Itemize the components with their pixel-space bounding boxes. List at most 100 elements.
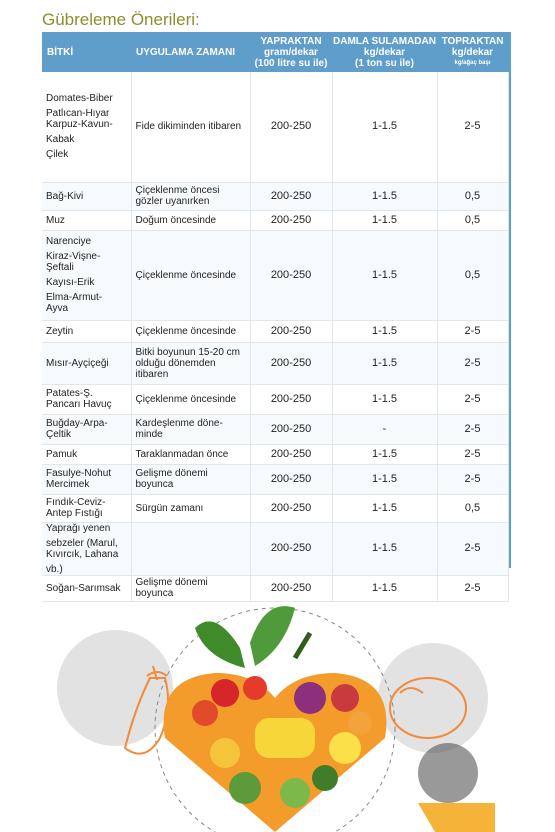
table-row: Soğan-Sarımsak Gelişme dönemi boyunca 200-2… [42,575,509,602]
soil-dose-cell: 2-5 [437,384,509,415]
vegetable-illustration [57,606,495,832]
header-soil-title: TOPRAKTAN [441,35,504,47]
foliar-dose-cell: 200-250 [250,230,333,321]
page-title: Gübreleme Önerileri: [42,10,200,29]
drip-dose-cell: 1-1.5 [332,182,438,211]
foliar-dose-cell: 200-250 [250,342,333,385]
drip-dose-cell: 1-1.5 [332,384,438,415]
crop-cell: Fasulye-Nohut Mercimek [42,464,132,495]
vegetable-heart-icon [163,606,387,832]
soil-dose-cell: 2-5 [437,464,509,495]
table-row: Fındık-Ceviz- Antep Fıstığı Sürgün zamanı 2… [42,494,509,523]
foliar-dose-cell: 200-250 [250,182,333,211]
crop-line: Soğan-Sarımsak [46,582,121,594]
crop-cell: Narenciye Kiraz-Vişne- Şeftali Kayısı-Erik E… [42,230,132,321]
table-row: Zeytin Çiçeklenme öncesinde 200-250 1-1.5 2-… [42,320,509,343]
dashed-ring [154,607,396,832]
crop-cell: Fındık-Ceviz- Antep Fıstığı [42,494,132,523]
orange-icon [389,677,467,739]
drip-dose-cell: 1-1.5 [332,320,438,343]
crop-line: Bağ-Kivi [46,190,84,202]
drip-dose-cell: 1-1.5 [332,342,438,385]
drip-dose-cell: 1-1.5 [332,494,438,523]
soil-dose-cell: 0,5 [437,182,509,211]
table-row: Buğday-Arpa- Çeltik Kardeşlenme döne-minde… [42,414,509,445]
header-drip-title: DAMLA SULAMADAN [333,35,436,47]
header-foliar-title: YAPRAKTAN [260,35,322,47]
soil-dose-cell: 2-5 [437,320,509,343]
header-soil: TOPRAKTAN kg/dekar kg/ağaç başı [437,32,508,72]
crop-line: Kabak [46,134,75,146]
crop-line: Karpuz-Kavun- [46,119,113,131]
foliar-dose-cell: 200-250 [250,494,333,523]
application-time-line: Fide dikiminden itibaren [135,121,242,133]
drip-dose-cell: 1-1.5 [332,230,438,321]
drip-dose-cell: - [332,414,438,445]
application-time-cell [131,522,251,576]
soil-dose-cell: 2-5 [437,414,509,445]
crop-line: Pamuk [46,448,78,460]
right-decor-circle [378,643,488,753]
crop-line: Mısır-Ayçiçeği [46,357,109,369]
application-time-cell: Çiçeklenme öncesinde [131,384,251,415]
application-time-line: itibaren [135,368,169,380]
foliar-dose-cell: 200-250 [250,464,333,495]
crop-line: Narenciye [46,236,92,247]
soil-dose-cell: 2-5 [437,72,509,183]
crop-line: Antep Fıstığı [46,508,103,519]
foliar-dose-cell: 200-250 [250,210,333,231]
header-plant: BİTKİ [42,32,131,72]
soil-dose-cell: 2-5 [437,575,509,602]
soil-dose-cell: 0,5 [437,230,509,321]
crop-line: Kiraz-Vişne- [46,251,101,262]
application-time-cell: Doğum öncesinde [131,210,251,231]
soil-dose-cell: 2-5 [437,522,509,576]
application-time-cell: Bitki boyunun 15-20 cm olduğu dönemden iti… [131,342,251,385]
application-time-line: Gelişme dönemi [135,577,208,588]
crop-line: vb.) [46,563,63,575]
crop-cell: Soğan-Sarımsak [42,575,132,602]
header-soil-note: kg/ağaç başı [454,59,491,66]
application-time-cell: Gelişme dönemi boyunca [131,575,251,602]
crop-line: Muz [46,214,65,226]
application-time-line: Sürgün zamanı [135,502,204,514]
tomato-icon [418,743,495,832]
table-body: Domates-Biber Patlıcan-Hıyar Karpuz-Kavun-… [42,72,509,602]
foliar-dose-cell: 200-250 [250,444,333,465]
crop-cell: Buğday-Arpa- Çeltik [42,414,132,445]
header-foliar: YAPRAKTAN gram/dekar (100 litre su ile) [250,32,332,72]
application-time-line: boyunca [135,588,174,599]
application-time-line: Çiçeklenme öncesinde [135,269,237,281]
crop-line: Ayva [46,303,69,314]
header-soil-unit: kg/dekar [451,46,494,58]
crop-cell: Zeytin [42,320,132,343]
application-time-line: Doğum öncesinde [135,214,217,226]
crop-cell: Yaprağı yenen sebzeler (Marul, Kıvırcık, L… [42,522,132,576]
application-time-line: Çiçeklenme öncesinde [135,325,237,337]
crop-cell: Domates-Biber Patlıcan-Hıyar Karpuz-Kavun-… [42,72,132,183]
crop-line: Patates-Ş. [46,388,93,399]
application-time-line: Gelişme dönemi [135,468,208,479]
foliar-dose-cell: 200-250 [250,414,333,445]
header-foliar-note: (100 litre su ile) [254,57,328,69]
application-time-cell: Çiçeklenme öncesi gözler uyanırken [131,182,251,211]
table-row: Bağ-Kivi Çiçeklenme öncesi gözler uyanırke… [42,182,509,211]
drip-dose-cell: 1-1.5 [332,444,438,465]
crop-line: Çeltik [46,429,72,440]
crop-line: Buğday-Arpa- [46,418,108,429]
application-time-cell: Kardeşlenme döne-minde [131,414,251,445]
application-time-line: Kardeşlenme döne- [135,418,223,429]
header-drip-unit: kg/dekar [363,46,406,58]
crop-line: Kıvırcık, Lahana [46,548,119,560]
table-row: Patates-Ş. Pancarı Havuç Çiçeklenme öncesi… [42,384,509,415]
crop-cell: Mısır-Ayçiçeği [42,342,132,385]
application-time-cell: Taraklanmadan önce [131,444,251,465]
crop-line: Fındık-Ceviz- [46,497,106,508]
application-time-line: boyunca [135,479,174,490]
table-row: Muz Doğum öncesinde 200-250 1-1.5 0,5 [42,210,509,231]
header-drip-note: (1 ton su ile) [355,57,414,69]
crop-line: Yaprağı yenen [46,522,111,534]
application-time-line: Taraklanmadan önce [135,448,229,460]
crop-line: Domates-Biber [46,93,113,105]
crop-cell: Muz [42,210,132,231]
